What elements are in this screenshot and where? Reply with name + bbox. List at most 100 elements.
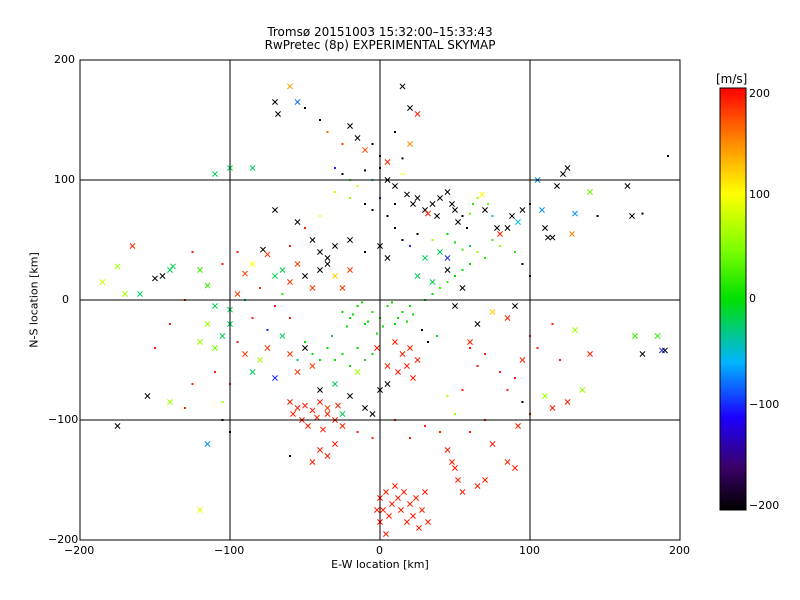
data-point-dot — [476, 251, 479, 253]
data-point-dot — [472, 203, 474, 205]
data-point-dot — [499, 245, 501, 247]
data-point-cross — [197, 339, 203, 345]
data-point-dot — [446, 233, 449, 235]
data-point-cross — [572, 327, 578, 333]
data-point-dot — [506, 389, 509, 391]
data-point-dot — [319, 359, 321, 361]
data-point-cross — [294, 369, 301, 375]
data-points — [99, 83, 669, 537]
data-point-cross — [416, 525, 422, 531]
data-point-cross — [444, 447, 451, 453]
data-point-dot — [476, 197, 479, 199]
data-point-cross — [309, 459, 316, 465]
data-point-cross — [287, 83, 293, 90]
data-point-dot — [364, 359, 366, 361]
data-point-cross — [272, 375, 278, 381]
data-point-dot — [191, 383, 194, 385]
data-point-cross — [257, 357, 263, 363]
data-point-dot — [514, 377, 516, 379]
data-point-dot — [356, 185, 359, 187]
data-point-dot — [421, 329, 423, 331]
data-point-cross — [422, 489, 428, 495]
data-point-dot — [431, 293, 434, 295]
data-point-dot — [289, 317, 291, 319]
data-point-dot — [334, 167, 336, 169]
data-point-dot — [236, 251, 239, 253]
data-point-cross — [317, 447, 323, 453]
data-point-cross — [437, 195, 443, 201]
data-point-cross — [302, 402, 308, 409]
data-point-cross — [170, 263, 176, 270]
data-point-dot — [484, 353, 486, 355]
data-point-cross — [339, 411, 346, 417]
data-point-dot — [454, 275, 456, 277]
data-point-cross — [99, 279, 106, 285]
data-point-cross — [287, 351, 293, 357]
data-point-cross — [455, 219, 461, 225]
data-point-dot — [304, 341, 306, 343]
data-point-dot — [409, 437, 411, 439]
y-tick-label: 200 — [54, 53, 75, 66]
data-point-dot — [446, 395, 449, 397]
data-point-cross — [324, 255, 331, 261]
data-point-cross — [242, 351, 248, 357]
data-point-dot — [461, 269, 464, 271]
data-point-dot — [401, 239, 404, 241]
data-point-cross — [395, 369, 401, 375]
data-point-dot — [416, 233, 419, 235]
data-point-cross — [414, 357, 421, 363]
data-point-cross — [455, 477, 461, 483]
data-point-dot — [469, 245, 471, 247]
data-point-dot — [319, 119, 321, 121]
data-point-cross — [309, 363, 316, 369]
data-point-cross — [407, 345, 413, 351]
data-point-cross — [554, 183, 560, 189]
chart-subtitle: RwPretec (8p) EXPERIMENTAL SKYMAP — [264, 38, 496, 52]
data-point-dot — [386, 215, 389, 217]
data-point-dot — [469, 263, 471, 265]
data-point-dot — [341, 143, 344, 145]
data-point-dot — [499, 371, 501, 373]
data-point-cross — [309, 285, 316, 291]
data-point-dot — [454, 241, 456, 244]
data-point-cross — [414, 111, 421, 117]
data-point-cross — [429, 201, 436, 207]
colorbar-unit-label: [m/s] — [716, 72, 748, 86]
data-point-dot — [371, 311, 374, 313]
data-point-dot — [409, 305, 411, 307]
x-tick-label: −200 — [64, 544, 95, 557]
data-point-cross — [249, 369, 256, 375]
data-point-dot — [536, 347, 539, 349]
data-point-cross — [384, 255, 391, 261]
data-point-dot — [409, 245, 411, 247]
data-point-dot — [461, 215, 464, 217]
data-point-cross — [410, 375, 416, 381]
data-point-cross — [449, 201, 455, 207]
data-point-cross — [449, 459, 455, 465]
data-point-cross — [489, 309, 496, 315]
data-point-dot — [259, 287, 261, 289]
data-point-dot — [349, 365, 351, 367]
data-point-dot — [394, 131, 396, 133]
data-point-dot — [521, 401, 524, 403]
data-point-dot — [341, 353, 344, 355]
data-point-dot — [356, 305, 359, 307]
data-point-cross — [383, 531, 389, 537]
data-point-cross — [294, 99, 301, 105]
data-point-cross — [482, 207, 488, 213]
data-point-cross — [144, 393, 151, 399]
data-point-cross — [354, 135, 361, 141]
data-point-cross — [374, 507, 380, 513]
data-point-dot — [331, 335, 333, 337]
data-point-cross — [414, 195, 421, 201]
data-point-dot — [221, 263, 224, 265]
data-point-cross — [204, 321, 211, 327]
data-point-cross — [249, 165, 256, 171]
data-point-dot — [274, 305, 276, 307]
data-point-dot — [476, 365, 479, 367]
data-point-cross — [413, 495, 419, 501]
data-point-dot — [412, 313, 414, 316]
data-point-cross — [320, 426, 326, 433]
data-point-cross — [444, 189, 451, 195]
data-point-cross — [564, 165, 571, 171]
